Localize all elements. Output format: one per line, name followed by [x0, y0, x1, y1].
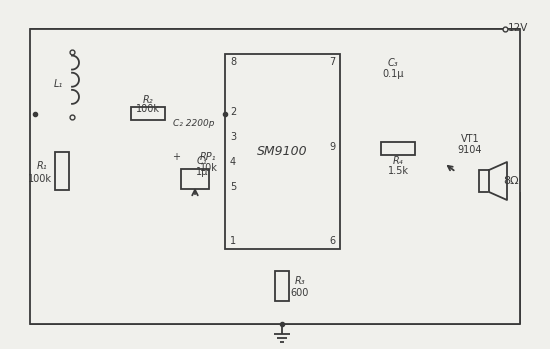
Bar	[225, 54, 340, 249]
Text: R₁: R₁	[37, 161, 47, 171]
Text: C₃: C₃	[388, 58, 398, 68]
Bar	[30, 29, 520, 324]
Text: 1.5k: 1.5k	[388, 166, 409, 176]
Bar	[479, 170, 489, 192]
Text: 4: 4	[230, 157, 236, 167]
Text: 2: 2	[230, 107, 236, 117]
Bar	[275, 271, 289, 301]
Text: VT1: VT1	[461, 134, 479, 144]
Text: R₂: R₂	[142, 95, 153, 105]
Text: 100k: 100k	[136, 104, 160, 114]
Text: 600: 600	[291, 288, 309, 298]
Text: 8Ω: 8Ω	[503, 176, 519, 186]
Text: +: +	[172, 152, 180, 162]
Text: 1μ: 1μ	[196, 167, 208, 177]
Text: 6: 6	[329, 236, 335, 246]
Text: 3: 3	[230, 132, 236, 142]
Text: C₂ 2200p: C₂ 2200p	[173, 119, 214, 128]
Text: R₃: R₃	[295, 276, 305, 286]
Text: 7: 7	[329, 57, 335, 67]
Text: 12V: 12V	[508, 23, 528, 33]
Text: RP₁: RP₁	[200, 152, 217, 162]
Polygon shape	[489, 162, 507, 200]
Text: SM9100: SM9100	[257, 145, 308, 158]
Bar	[381, 142, 415, 155]
Text: L₁: L₁	[53, 79, 63, 89]
Text: 5: 5	[230, 182, 236, 192]
Text: R₄: R₄	[393, 156, 403, 166]
Bar	[181, 169, 209, 189]
Bar	[55, 152, 69, 190]
Text: 9: 9	[329, 142, 335, 152]
Text: 10k: 10k	[200, 163, 218, 173]
Text: 9104: 9104	[458, 145, 482, 155]
Text: 8: 8	[230, 57, 236, 67]
Text: 100k: 100k	[28, 174, 52, 184]
Text: C₁: C₁	[197, 156, 207, 166]
Bar	[131, 107, 165, 120]
Text: 0.1μ: 0.1μ	[382, 69, 404, 79]
Text: 1: 1	[230, 236, 236, 246]
